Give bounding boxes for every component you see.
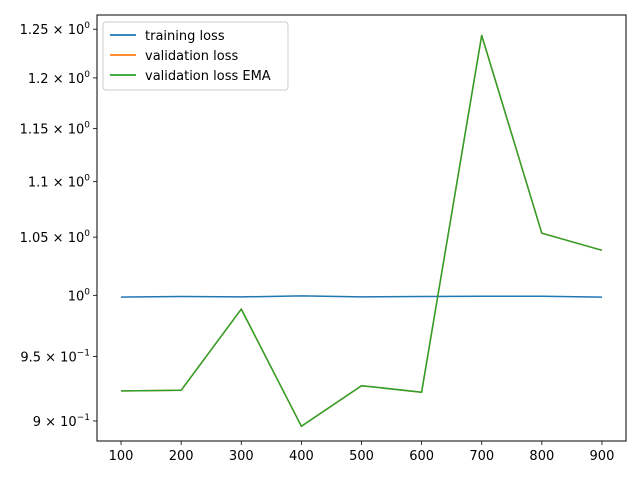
y-tick-label: 100	[68, 287, 91, 304]
y-tick-exponent: 0	[84, 287, 90, 297]
series-line-2	[120, 34, 603, 428]
y-tick-mantissa: 1.25 × 10	[20, 23, 85, 38]
y-tick-label: 9.5 × 10−1	[20, 348, 90, 365]
x-tick-label: 100	[109, 449, 134, 464]
x-tick-label: 900	[590, 449, 615, 464]
y-tick-label: 9 × 10−1	[33, 413, 90, 430]
y-tick-mantissa: 10	[68, 289, 85, 304]
legend-label: training loss	[145, 29, 225, 44]
y-tick-exponent: 0	[84, 70, 90, 80]
y-tick-mantissa: 9.5 × 10	[20, 350, 76, 365]
y-tick-label: 1.05 × 100	[20, 229, 91, 246]
x-tick-label: 600	[409, 449, 434, 464]
series-layer	[120, 34, 603, 428]
legend: training loss validation loss validation l…	[102, 21, 289, 91]
y-tick-mantissa: 1.15 × 10	[20, 123, 85, 138]
legend-label: validation loss EMA	[145, 69, 271, 84]
y-tick-exponent: 0	[84, 121, 90, 131]
series-line-1	[120, 295, 603, 298]
y-tick-mantissa: 9 × 10	[33, 415, 77, 430]
y-tick-label: 1.1 × 100	[28, 174, 90, 191]
y-tick-exponent: 0	[84, 229, 90, 239]
y-tick-exponent: −1	[77, 413, 90, 423]
x-tick-label: 500	[349, 449, 374, 464]
y-tick-label: 1.2 × 100	[28, 70, 90, 87]
y-tick-mantissa: 1.1 × 10	[28, 176, 84, 191]
x-axis: 100 200 300 400 500 600 700 800 900	[109, 441, 615, 464]
x-tick-label: 800	[529, 449, 554, 464]
y-tick-exponent: 0	[84, 174, 90, 184]
x-tick-label: 700	[469, 449, 494, 464]
y-tick-label: 1.25 × 100	[20, 21, 91, 38]
y-tick-mantissa: 1.05 × 10	[20, 231, 85, 246]
legend-label: validation loss	[145, 49, 238, 64]
y-tick-exponent: 0	[84, 21, 90, 31]
series-line-3	[120, 34, 603, 428]
x-tick-label: 200	[169, 449, 194, 464]
x-tick-label: 300	[229, 449, 254, 464]
y-tick-label: 1.15 × 100	[20, 121, 91, 138]
legend-box	[102, 21, 289, 91]
y-tick-mantissa: 1.2 × 10	[28, 72, 84, 87]
x-tick-label: 400	[289, 449, 314, 464]
y-tick-exponent: −1	[77, 348, 90, 358]
